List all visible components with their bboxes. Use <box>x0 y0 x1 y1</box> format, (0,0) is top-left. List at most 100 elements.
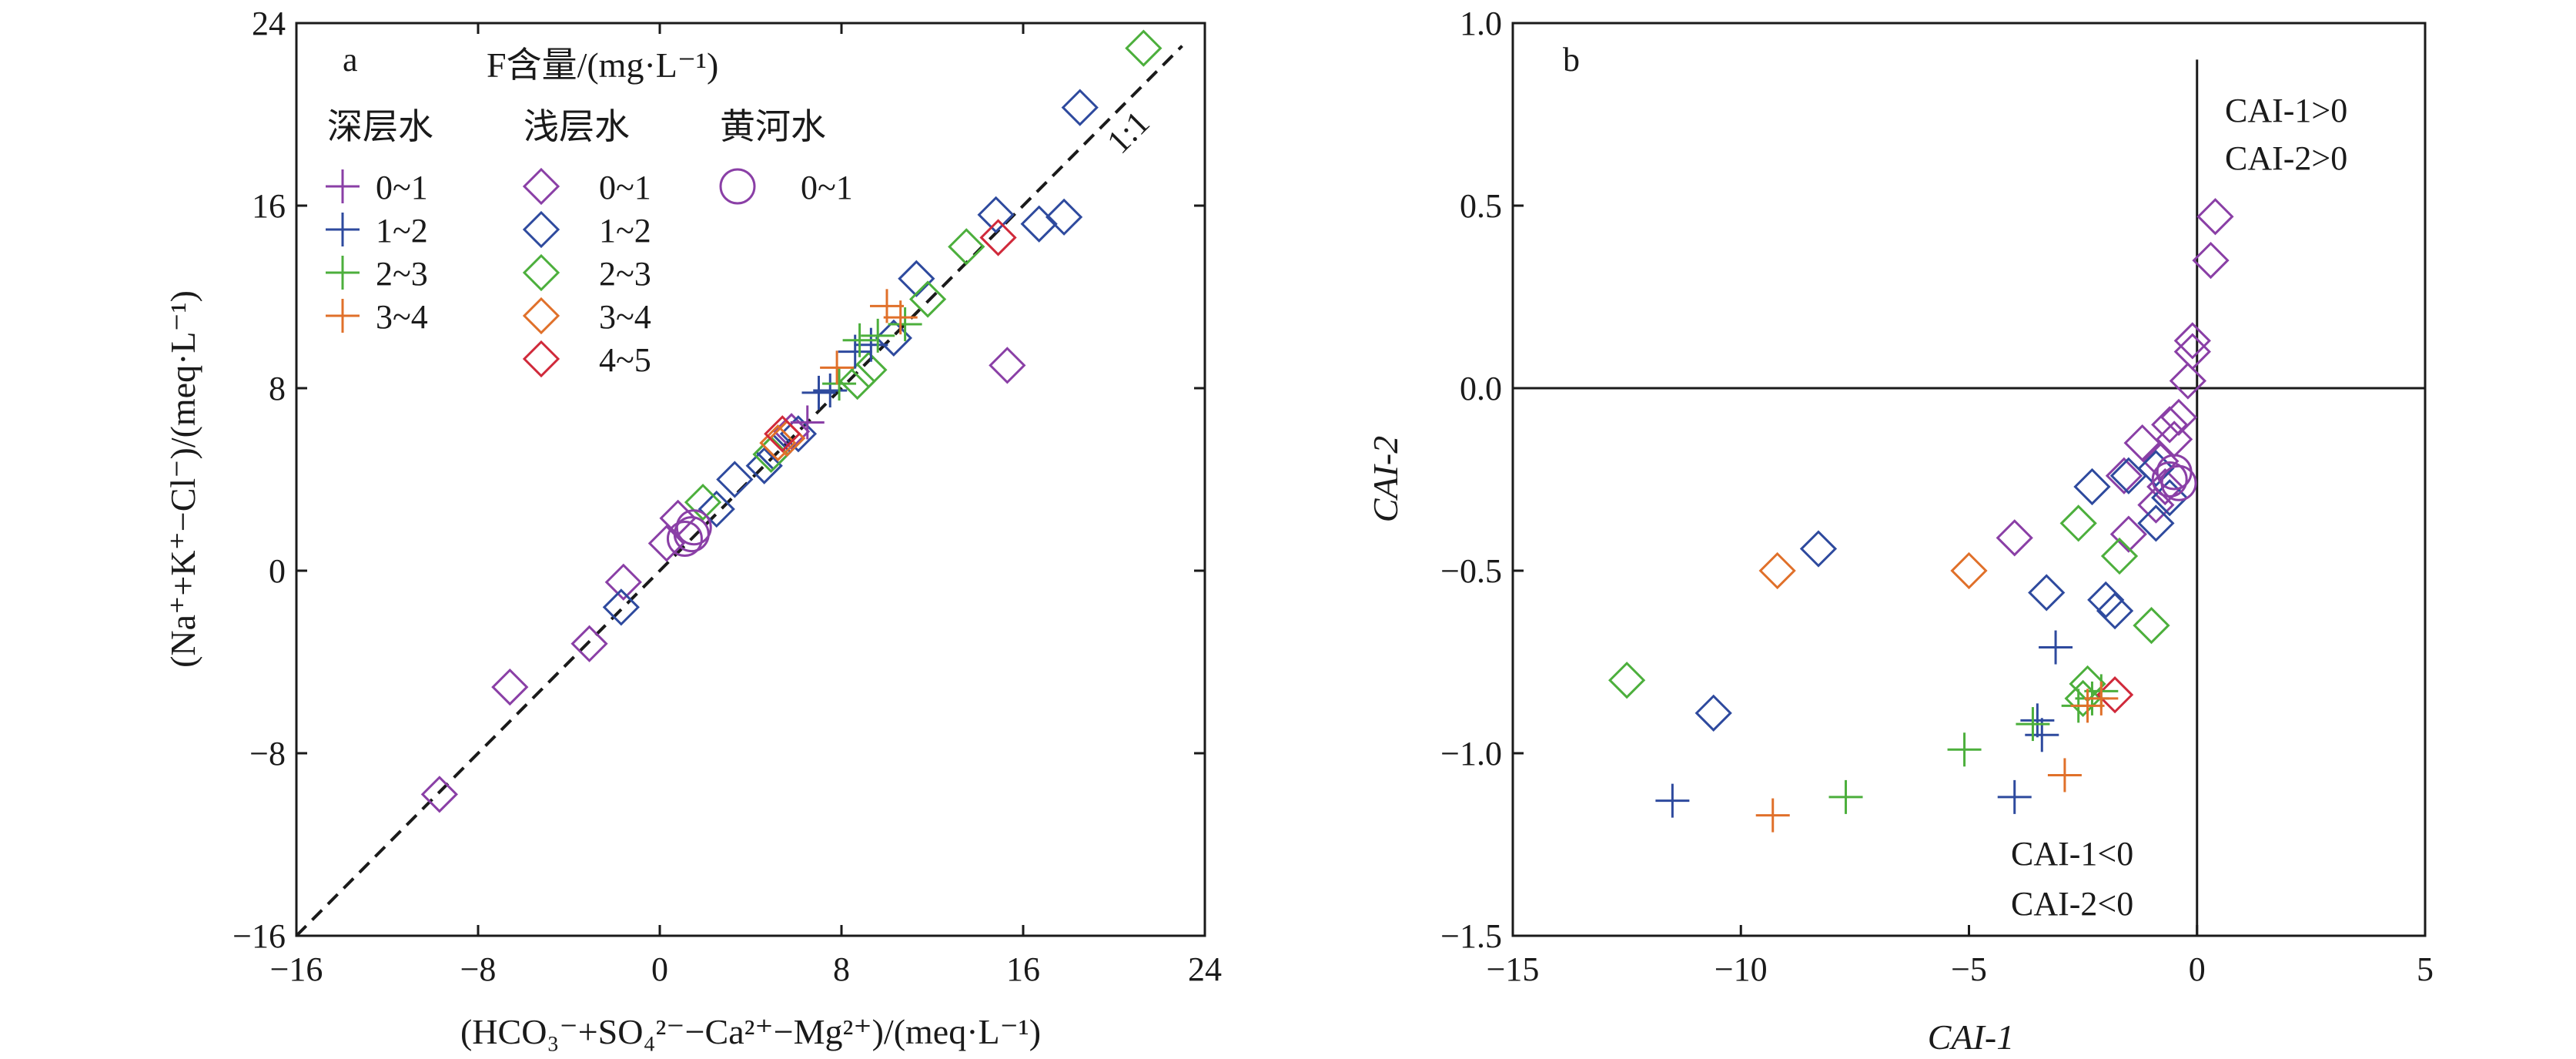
x-tick-label: 24 <box>1188 950 1222 988</box>
data-point <box>779 415 818 453</box>
quad-lower-left-line1: CAI-1<0 <box>2011 835 2133 873</box>
y-tick-label: −1.5 <box>1440 917 1502 955</box>
y-tick-label: −0.5 <box>1440 552 1502 590</box>
data-point <box>752 435 790 474</box>
data-point <box>2087 581 2125 619</box>
data-point <box>1694 694 1732 732</box>
data-point <box>861 318 895 353</box>
legend-item-label: 2~3 <box>599 255 651 293</box>
quad-lower-left-line2: CAI-2<0 <box>2011 885 2133 923</box>
diamond-marker <box>2109 457 2147 494</box>
y-tick-label: 8 <box>269 370 286 407</box>
legend-item-label: 3~4 <box>376 298 428 336</box>
data-point <box>666 521 703 558</box>
diamond-marker <box>2028 574 2066 612</box>
diamond-marker <box>779 415 818 453</box>
circle-marker <box>2151 461 2188 498</box>
x-tick-label: −16 <box>270 950 323 988</box>
diamond-marker <box>838 362 876 400</box>
diamond-marker <box>522 167 560 206</box>
data-point <box>570 625 608 662</box>
diamond-marker <box>2137 504 2175 542</box>
data-point <box>2192 241 2230 280</box>
panel-a-ticks: −16−16 −8 −8 0 0 8 8 16 16 24 24 <box>233 5 1222 988</box>
data-point <box>675 509 712 546</box>
data-point <box>1755 798 1790 833</box>
legend-item-label: 4~5 <box>599 341 651 379</box>
data-point <box>1799 530 1838 568</box>
y-tick-label: 0.0 <box>1460 370 1502 407</box>
diamond-marker <box>1125 29 1163 67</box>
diamond-marker <box>908 280 947 318</box>
data-point <box>716 461 754 498</box>
y-tick-label: 0.5 <box>1460 187 1502 225</box>
quad-upper-right-line2: CAI-2>0 <box>2225 139 2347 177</box>
data-point <box>2096 592 2134 630</box>
data-point <box>820 350 855 385</box>
diamond-marker <box>1694 694 1732 732</box>
diamond-marker <box>2109 515 2147 553</box>
data-point <box>602 588 640 626</box>
diamond-marker <box>764 415 801 453</box>
diamond-marker <box>1950 551 1988 590</box>
quadrant-label-lower-left: CAI-1<0 CAI-2<0 <box>2011 835 2133 923</box>
diamond-marker <box>2159 398 2198 437</box>
diamond-marker <box>2064 679 2102 718</box>
diamond-marker <box>2105 457 2143 494</box>
diamond-marker <box>1045 198 1083 236</box>
data-point <box>1061 89 1099 126</box>
diamond-marker <box>1061 89 1099 126</box>
x-tick-label: 5 <box>2417 950 2434 988</box>
diamond-marker <box>2100 537 2139 575</box>
diamond-marker <box>898 260 935 297</box>
diamond-marker <box>2137 486 2175 524</box>
one-to-one-label: 1:1 <box>1099 103 1156 160</box>
data-point <box>604 563 642 601</box>
panel-b-letter: b <box>1563 41 1580 79</box>
y-tick-label: 0 <box>269 552 286 590</box>
diamond-marker <box>647 524 685 562</box>
x-tick-label: −5 <box>1951 950 1987 988</box>
diamond-marker <box>2173 322 2211 360</box>
y-tick-label: −8 <box>249 735 286 772</box>
legend-item-label: 1~2 <box>599 212 651 250</box>
diamond-marker <box>2087 581 2125 619</box>
legend-marker <box>326 213 360 246</box>
legend-item-label: 3~4 <box>599 298 651 336</box>
diamond-marker <box>491 668 529 706</box>
diamond-marker <box>602 588 640 626</box>
x-tick-label: −15 <box>1487 950 1540 988</box>
circle-marker <box>675 509 712 546</box>
data-point <box>1950 551 1988 590</box>
circle-marker <box>666 521 703 558</box>
data-point <box>2039 630 2073 665</box>
diamond-marker <box>759 424 797 462</box>
panel-b-points <box>1608 198 2234 833</box>
data-point <box>2159 398 2198 437</box>
data-point <box>908 280 947 318</box>
legend-group-title: 浅层水 <box>524 107 630 146</box>
diamond-marker <box>2151 406 2189 444</box>
diamond-marker <box>2192 241 2230 280</box>
data-point <box>977 196 1015 233</box>
data-point <box>989 347 1026 384</box>
data-point <box>684 484 722 521</box>
diamond-marker <box>2096 592 2134 630</box>
legend: F含量/(mg·L⁻¹) 深层水 0~1 1~2 2~3 3~4 浅层水 0~1 1~2 2~3… <box>326 45 853 379</box>
diamond-marker <box>772 413 811 451</box>
data-point <box>979 219 1017 256</box>
diamond-marker <box>948 228 985 266</box>
diamond-marker <box>698 490 735 528</box>
data-point <box>2016 707 2050 742</box>
diamond-marker <box>745 447 783 484</box>
diamond-marker <box>2133 606 2170 645</box>
quadrant-label-upper-right: CAI-1>0 CAI-2>0 <box>2225 92 2347 177</box>
data-point <box>888 307 922 342</box>
data-point <box>2151 406 2189 444</box>
diamond-marker <box>2073 468 2111 506</box>
panel-a-letter: a <box>343 41 358 79</box>
data-point <box>2137 504 2175 542</box>
data-point <box>647 524 685 562</box>
diamond-marker <box>522 340 560 378</box>
